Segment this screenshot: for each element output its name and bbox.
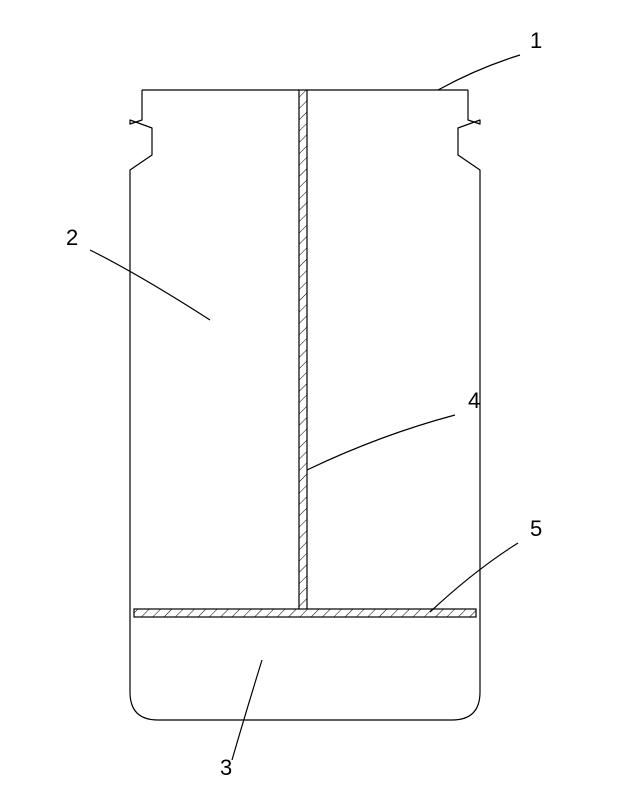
technical-diagram: 1 2 3 4 5: [0, 0, 619, 800]
callout-label-4: 4: [468, 388, 480, 413]
callout-leader-2: [90, 250, 210, 320]
callout-leader-1: [438, 55, 520, 90]
callout-label-5: 5: [530, 516, 542, 541]
callout-label-2: 2: [66, 225, 78, 250]
callout-leader-3: [232, 660, 262, 760]
callout-leader-5: [430, 543, 518, 612]
callout-label-1: 1: [530, 28, 542, 53]
horizontal-divider: [134, 609, 476, 617]
vertical-divider: [299, 90, 307, 612]
callout-label-3: 3: [220, 755, 232, 780]
callout-leader-4: [307, 415, 455, 470]
